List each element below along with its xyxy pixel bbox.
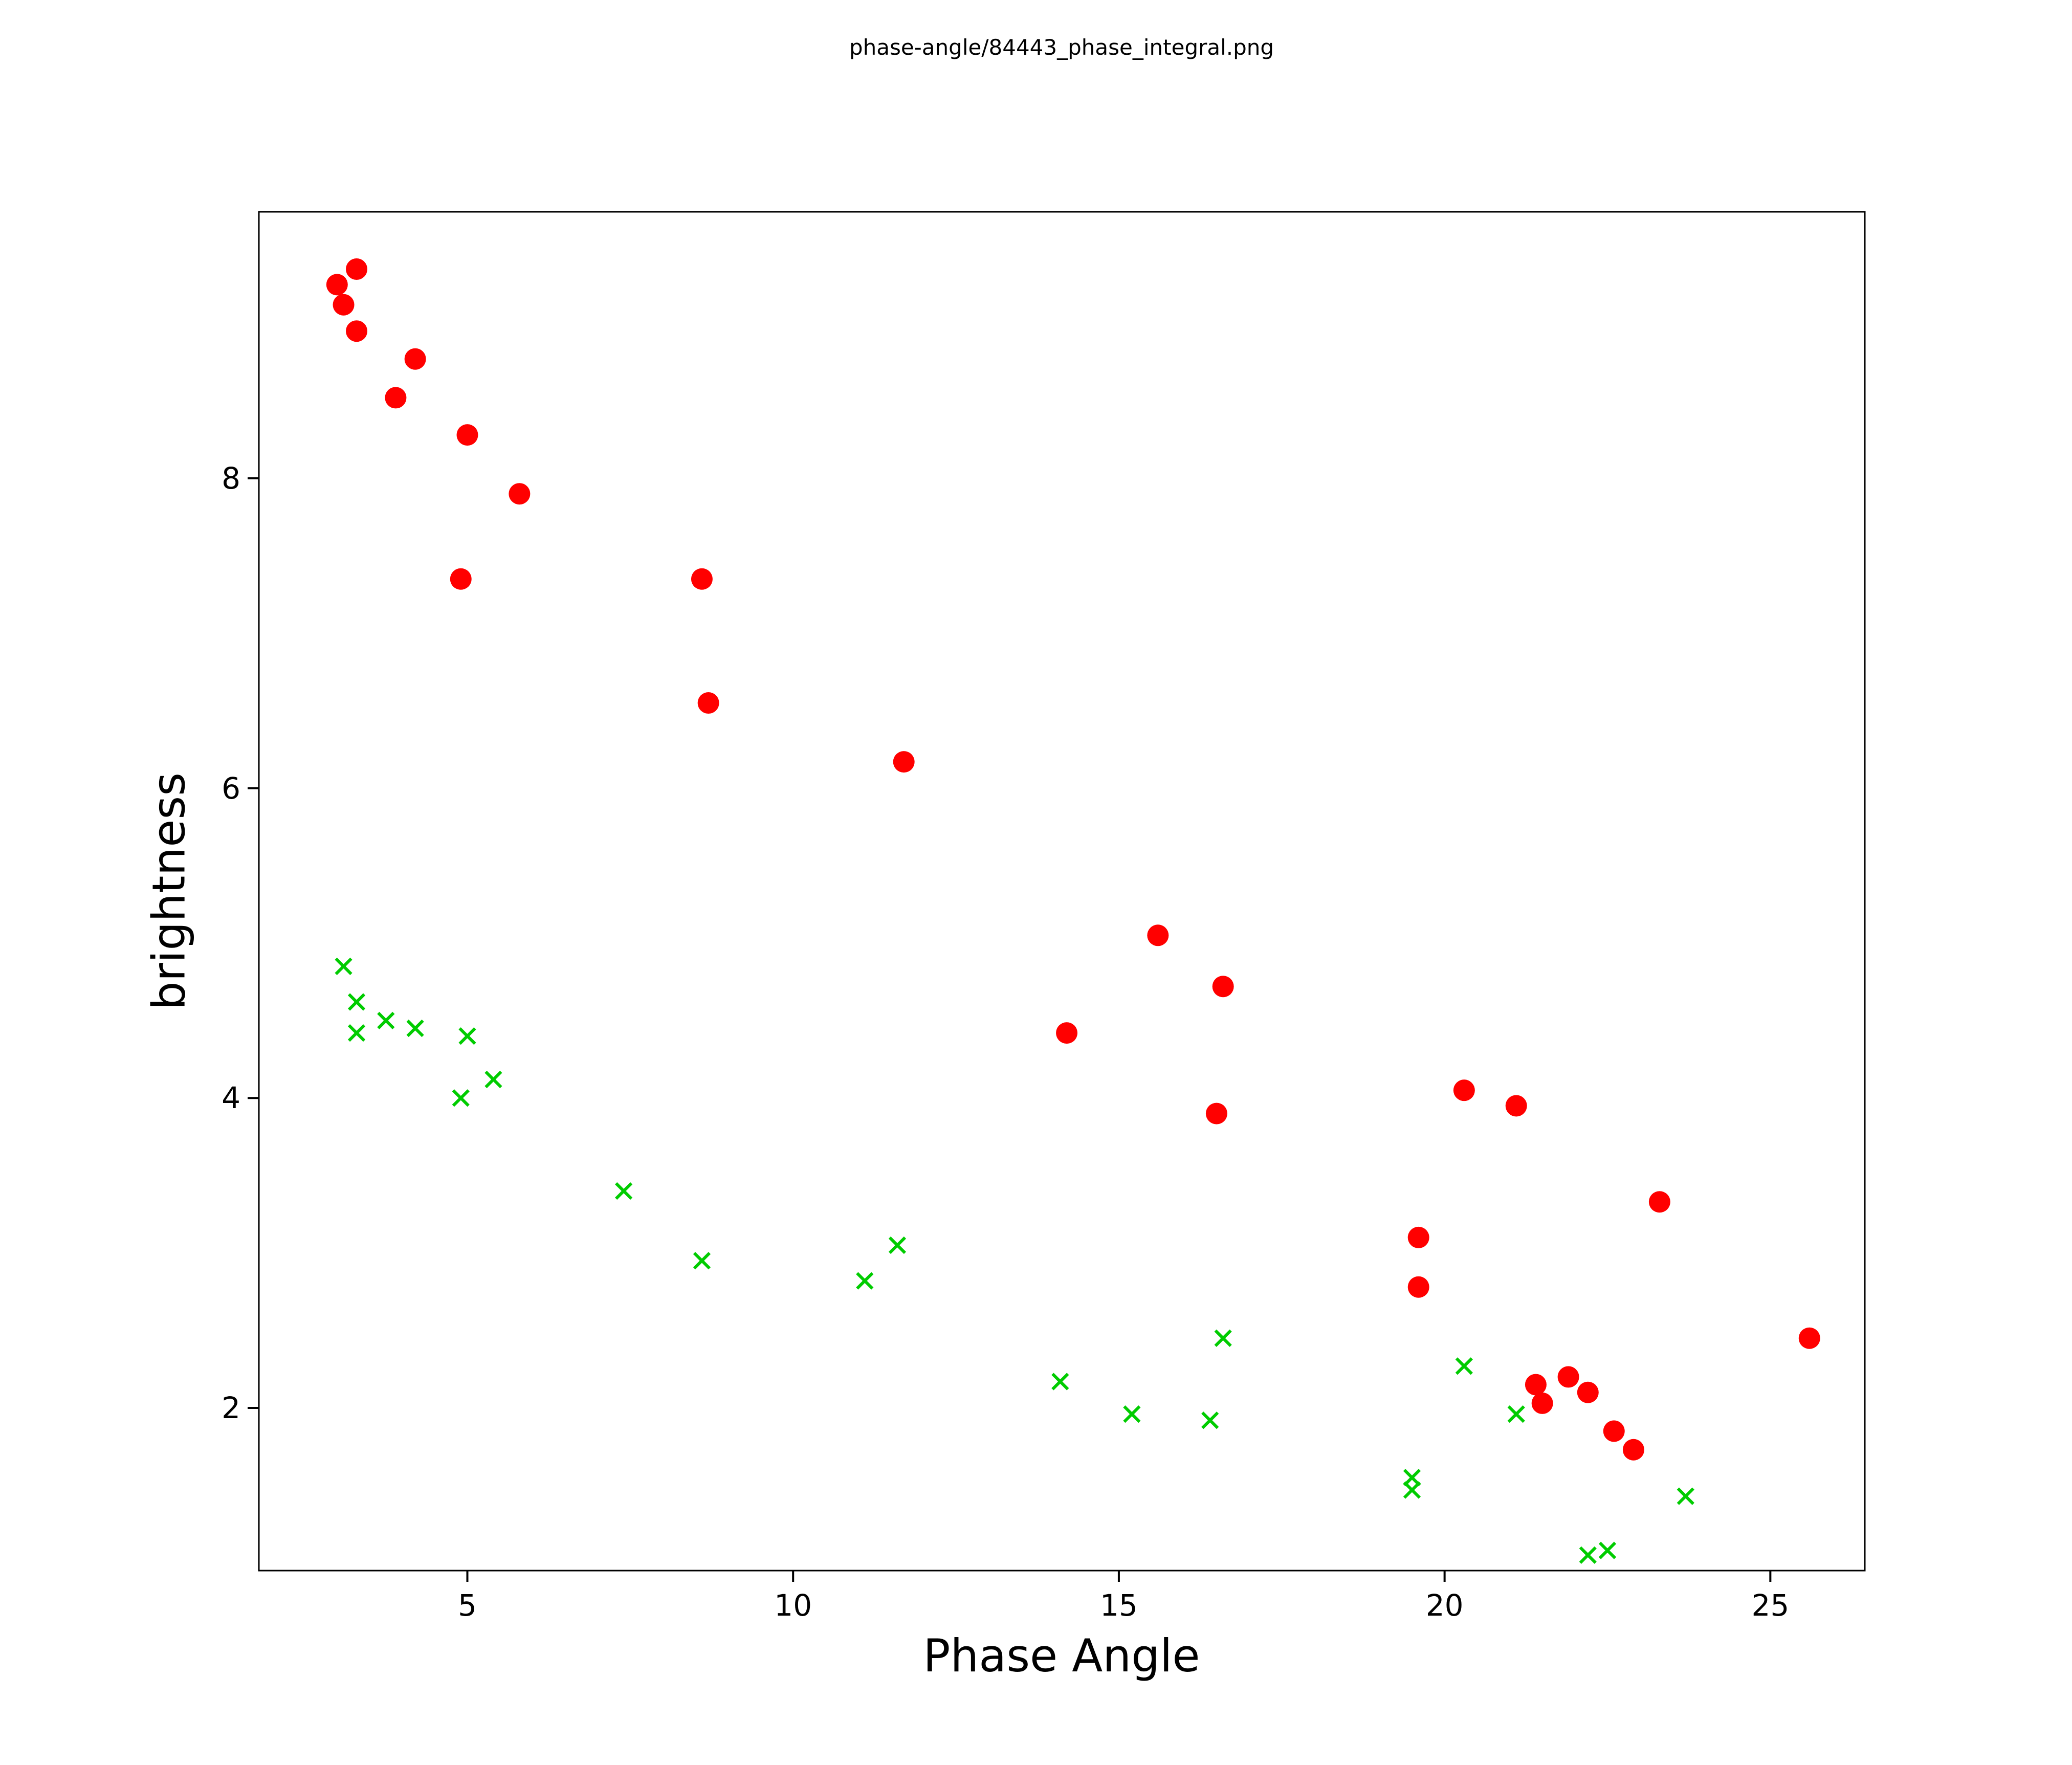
data-point-green-x bbox=[1677, 1487, 1694, 1505]
data-point-green-x bbox=[1123, 1405, 1141, 1423]
x-axis-label: Phase Angle bbox=[923, 1629, 1200, 1682]
data-point-red-circles bbox=[1453, 1079, 1475, 1101]
x-tick-label: 20 bbox=[1425, 1588, 1464, 1623]
data-point-red-circles bbox=[697, 692, 719, 714]
data-point-red-circles bbox=[456, 424, 478, 446]
data-point-red-circles bbox=[1407, 1226, 1429, 1248]
x-tick-label: 25 bbox=[1751, 1588, 1790, 1623]
data-point-green-x bbox=[1214, 1329, 1232, 1347]
data-point-green-x bbox=[1579, 1546, 1597, 1564]
x-tick-label: 5 bbox=[458, 1588, 477, 1623]
data-point-green-x bbox=[693, 1252, 711, 1270]
data-point-green-x bbox=[1403, 1481, 1421, 1499]
data-point-green-x bbox=[458, 1027, 476, 1045]
chart-title: phase-angle/84443_phase_integral.png bbox=[849, 35, 1274, 60]
data-point-red-circles bbox=[893, 751, 915, 773]
data-point-red-circles bbox=[333, 294, 355, 316]
data-point-red-circles bbox=[1603, 1420, 1625, 1442]
data-point-red-circles bbox=[1212, 976, 1234, 998]
data-point-red-circles bbox=[1147, 924, 1169, 946]
x-tick-label: 15 bbox=[1100, 1588, 1138, 1623]
data-point-green-x bbox=[335, 957, 352, 976]
data-point-red-circles bbox=[1056, 1022, 1078, 1044]
y-tick-label: 2 bbox=[222, 1391, 240, 1425]
data-point-red-circles bbox=[404, 348, 426, 370]
data-point-red-circles bbox=[385, 387, 407, 409]
data-point-red-circles bbox=[1577, 1381, 1599, 1403]
y-tick-label: 6 bbox=[222, 770, 240, 806]
data-point-green-x bbox=[377, 1011, 395, 1030]
data-point-green-x bbox=[1507, 1405, 1525, 1423]
y-tick-label: 8 bbox=[222, 460, 240, 496]
axes-border bbox=[258, 211, 1866, 1572]
x-tick-label: 10 bbox=[774, 1588, 812, 1623]
data-point-green-x bbox=[1455, 1357, 1473, 1375]
data-point-red-circles bbox=[346, 258, 368, 280]
data-point-green-x bbox=[347, 993, 366, 1011]
data-point-green-x bbox=[1598, 1541, 1617, 1559]
data-point-red-circles bbox=[1622, 1439, 1644, 1461]
data-point-green-x bbox=[484, 1070, 502, 1089]
data-point-red-circles bbox=[1505, 1095, 1527, 1117]
data-point-green-x bbox=[614, 1182, 633, 1200]
data-point-red-circles bbox=[346, 320, 368, 342]
data-point-red-circles bbox=[1407, 1276, 1429, 1298]
data-point-red-circles bbox=[1798, 1327, 1820, 1349]
data-point-red-circles bbox=[326, 274, 348, 296]
data-point-red-circles bbox=[691, 568, 713, 590]
data-point-red-circles bbox=[509, 483, 531, 505]
data-point-green-x bbox=[452, 1089, 470, 1107]
data-point-red-circles bbox=[1205, 1102, 1227, 1124]
data-point-red-circles bbox=[1557, 1366, 1579, 1388]
data-point-green-x bbox=[347, 1024, 366, 1042]
data-point-green-x bbox=[888, 1236, 907, 1254]
data-point-green-x bbox=[406, 1019, 424, 1038]
data-point-red-circles bbox=[450, 568, 472, 590]
data-point-red-circles bbox=[1525, 1374, 1547, 1396]
data-point-green-x bbox=[1201, 1411, 1219, 1429]
y-tick-label: 4 bbox=[222, 1080, 240, 1116]
data-point-green-x bbox=[856, 1272, 874, 1290]
data-point-red-circles bbox=[1531, 1392, 1553, 1414]
data-point-green-x bbox=[1051, 1373, 1069, 1391]
data-point-red-circles bbox=[1648, 1191, 1670, 1213]
